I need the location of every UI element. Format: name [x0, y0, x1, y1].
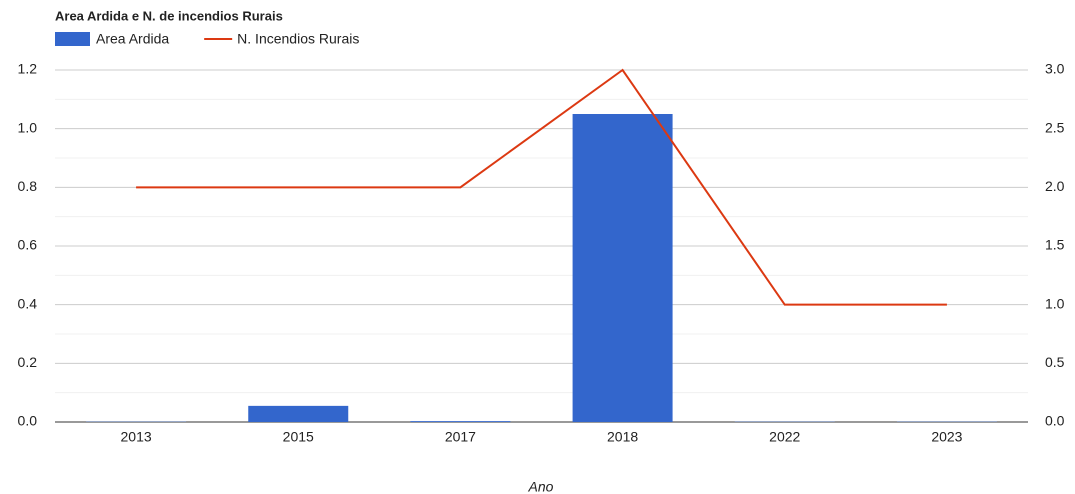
y2-tick-label: 0.0 — [1045, 413, 1065, 429]
x-tick-label: 2023 — [931, 429, 962, 445]
y2-tick-label: 2.0 — [1045, 178, 1065, 194]
y-tick-label: 1.2 — [18, 61, 38, 77]
bar — [248, 405, 349, 422]
x-axis-label: Ano — [528, 479, 554, 494]
legend-label: N. Incendios Rurais — [237, 31, 359, 47]
legend-label: Area Ardida — [96, 31, 169, 47]
y2-tick-label: 3.0 — [1045, 61, 1065, 77]
legend-swatch — [55, 32, 90, 46]
y2-tick-label: 1.0 — [1045, 295, 1065, 311]
y-tick-label: 0.8 — [18, 178, 38, 194]
x-tick-label: 2015 — [283, 429, 314, 445]
bar — [410, 421, 511, 422]
y-tick-label: 0.4 — [18, 295, 38, 311]
x-tick-label: 2013 — [121, 429, 152, 445]
y2-tick-label: 0.5 — [1045, 354, 1065, 370]
x-tick-label: 2017 — [445, 429, 476, 445]
y2-tick-label: 2.5 — [1045, 119, 1065, 135]
y-tick-label: 0.2 — [18, 354, 38, 370]
y-tick-label: 0.0 — [18, 413, 38, 429]
x-tick-label: 2018 — [607, 429, 638, 445]
chart-title: Area Ardida e N. de incendios Rurais — [55, 8, 283, 23]
line — [136, 68, 947, 306]
y-tick-label: 1.0 — [18, 119, 38, 135]
x-tick-label: 2022 — [769, 429, 800, 445]
bar — [572, 114, 673, 422]
y-tick-label: 0.6 — [18, 237, 38, 253]
y2-tick-label: 1.5 — [1045, 237, 1065, 253]
